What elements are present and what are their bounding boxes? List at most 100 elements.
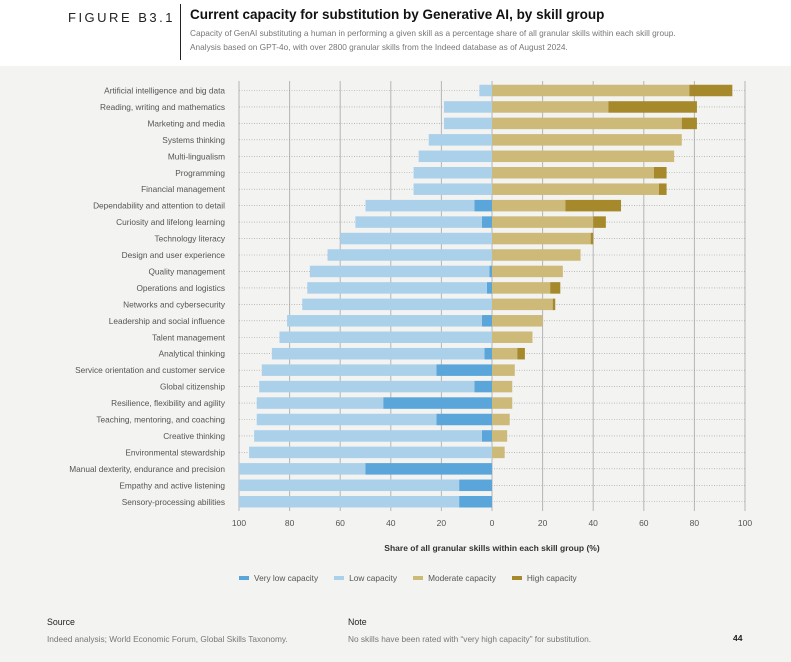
bar-moderate [492, 413, 510, 426]
bar-moderate [492, 298, 553, 311]
legend-swatch-low [334, 576, 345, 580]
x-tick-label: 60 [639, 518, 649, 528]
category-label: Networks and cybersecurity [123, 299, 226, 309]
bar-very-low [474, 380, 492, 393]
bar-low [365, 199, 475, 212]
legend-swatch-very-low [239, 576, 249, 580]
bar-high [608, 101, 697, 113]
category-label: Environmental stewardship [125, 447, 225, 457]
bar-low [428, 134, 492, 146]
bar-low [479, 84, 492, 97]
category-label: Multi-lingualism [168, 151, 225, 161]
bar-moderate [492, 265, 563, 278]
bar-low [413, 183, 492, 195]
note-heading: Note [348, 617, 367, 627]
category-label: Manual dexterity, endurance and precisio… [69, 464, 225, 474]
bar-low [443, 101, 492, 113]
bar-moderate [492, 84, 690, 97]
bar-moderate [492, 380, 513, 393]
bar-low [355, 216, 482, 228]
legend-label: Moderate capacity [428, 573, 496, 583]
category-label: Resilience, flexibility and agility [111, 398, 226, 408]
category-label: Talent management [152, 332, 226, 342]
figure-header: FIGURE B3.1 Current capacity for substit… [0, 0, 791, 66]
bar-moderate [492, 134, 682, 146]
chart-subtitle: Capacity of GenAI substituting a human i… [190, 27, 750, 54]
bar-very-low [383, 397, 492, 409]
bar-low [256, 397, 384, 409]
bar-low [340, 232, 492, 245]
x-tick-label: 40 [386, 518, 396, 528]
bar-low [279, 331, 492, 343]
category-label: Dependability and attention to detail [93, 201, 225, 211]
bar-moderate [492, 331, 533, 343]
bar-low [271, 347, 485, 360]
subtitle-line: Analysis based on GPT-4o, with over 2800… [190, 41, 568, 52]
category-label: Technology literacy [154, 234, 225, 244]
bar-high [565, 199, 622, 212]
bar-low [254, 430, 482, 442]
skill-capacity-chart: 100 80 60 40 20 0 20 40 60 80 100 Artificial intell… [69, 81, 752, 553]
x-tick-label: 40 [588, 518, 598, 528]
bar-very-low [481, 216, 492, 228]
bar-high [681, 117, 697, 130]
legend-item-low: Low capacity [334, 573, 397, 583]
legend-swatch-moderate [413, 576, 424, 580]
bar-moderate [492, 364, 515, 376]
legend-item-high: High capacity [511, 573, 577, 583]
bar-very-low [484, 347, 492, 360]
bar-very-low [481, 430, 492, 442]
bar-moderate [492, 397, 513, 409]
category-label: Service orientation and customer service [75, 365, 225, 375]
x-tick-label: 60 [335, 518, 345, 528]
bar-high [658, 183, 667, 195]
x-tick-label: 80 [690, 518, 700, 528]
bar-moderate [492, 117, 682, 130]
bar-low [239, 496, 460, 508]
bar-very-low [474, 199, 492, 212]
bar-high [689, 84, 733, 97]
category-label: Quality management [148, 266, 225, 276]
figure-label: FIGURE B3.1 [68, 10, 175, 25]
bar-moderate [492, 183, 659, 195]
bar-low [418, 150, 492, 163]
x-tick-label: 0 [490, 518, 495, 528]
chart-title: Current capacity for substitution by Gen… [190, 7, 605, 22]
bar-low [239, 463, 366, 475]
page-number: 44 [733, 633, 743, 643]
x-tick-label: 20 [437, 518, 447, 528]
bar-low [302, 298, 492, 311]
legend-item-moderate: Moderate capacity [413, 573, 496, 583]
category-label: Reading, writing and mathematics [100, 102, 225, 112]
legend-swatch-high [511, 576, 522, 580]
bar-low [443, 117, 492, 130]
category-label: Global citizenship [160, 382, 225, 392]
bar-high [552, 298, 556, 311]
bar-moderate [492, 446, 505, 459]
x-tick-label: 100 [232, 518, 246, 528]
category-label: Empathy and active listening [119, 480, 225, 490]
bar-moderate [492, 150, 675, 163]
category-label: Teaching, mentoring, and coaching [96, 415, 225, 425]
bar-high [550, 282, 561, 294]
bar-low [256, 413, 437, 426]
bar-moderate [492, 101, 609, 113]
category-label: Financial management [141, 184, 226, 194]
bar-low [249, 446, 492, 459]
bar-very-low [459, 479, 492, 492]
category-label: Analytical thinking [159, 349, 226, 359]
bar-very-low [436, 413, 492, 426]
bar-moderate [492, 315, 543, 327]
legend-label: High capacity [526, 573, 577, 583]
bar-very-low [365, 463, 492, 475]
category-label: Artificial intelligence and big data [104, 86, 225, 96]
legend-item-very-low: Very low capacity [239, 573, 318, 583]
x-tick-label: 100 [738, 518, 752, 528]
bar-low [261, 364, 437, 376]
chart-legend: Very low capacity Low capacity Moderate … [239, 573, 577, 583]
bar-low [413, 167, 492, 179]
bar-moderate [492, 347, 518, 360]
bar-very-low [489, 265, 492, 278]
bar-very-low [436, 364, 492, 376]
bar-very-low [481, 315, 492, 327]
